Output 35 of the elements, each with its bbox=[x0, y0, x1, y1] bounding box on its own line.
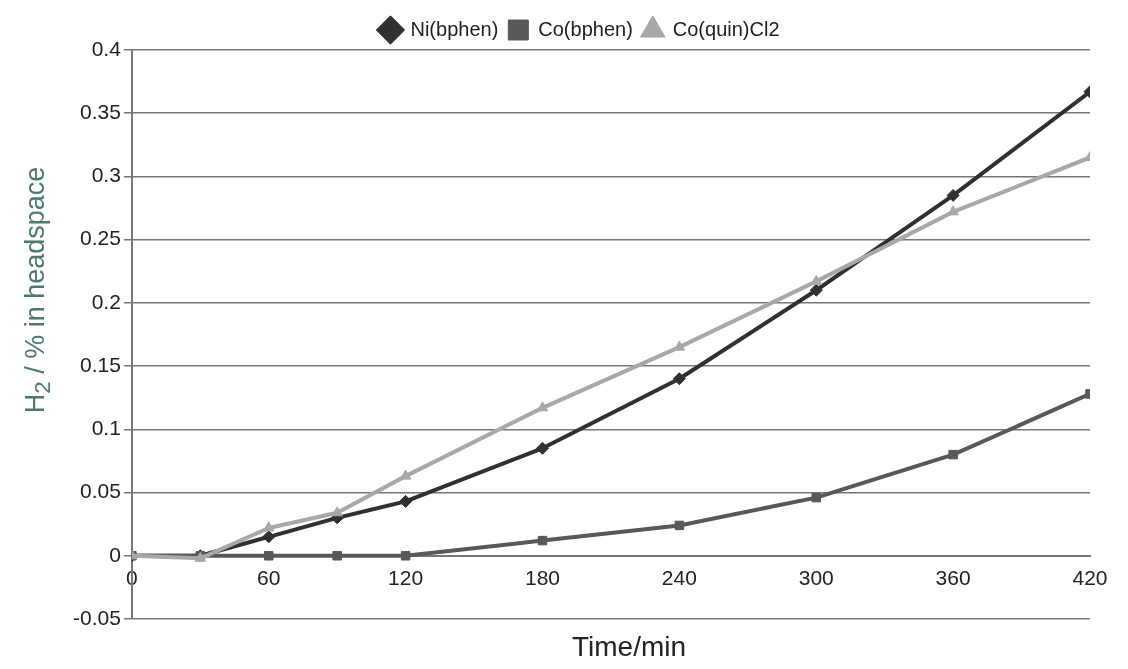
y-tick-label: 0.2 bbox=[91, 289, 121, 313]
point bbox=[262, 530, 276, 544]
legend-label: Co(quin)Cl2 bbox=[672, 17, 780, 40]
y-tick-label: 0.25 bbox=[79, 226, 121, 250]
legend-label: Co(bphen) bbox=[538, 17, 633, 40]
x-tick-label: 240 bbox=[661, 566, 697, 590]
y-tick-label: 0.4 bbox=[91, 36, 122, 60]
x-tick-label: 120 bbox=[388, 566, 424, 590]
point bbox=[400, 551, 411, 561]
x-axis-title: Time/min bbox=[570, 631, 688, 663]
x-tick-label: 360 bbox=[935, 566, 971, 590]
y-tick-label: -0.05 bbox=[72, 605, 121, 629]
point bbox=[672, 372, 686, 386]
point bbox=[537, 535, 548, 546]
y-tick-label: 0 bbox=[109, 542, 121, 566]
point bbox=[535, 441, 549, 455]
x-tick-label: 300 bbox=[798, 566, 834, 590]
x-tick-label: 420 bbox=[1072, 566, 1108, 590]
point bbox=[809, 283, 823, 297]
point bbox=[332, 551, 342, 561]
point bbox=[946, 188, 960, 202]
y-tick-label: 0.3 bbox=[91, 163, 121, 187]
point bbox=[811, 492, 821, 503]
y-tick-label: 0.35 bbox=[79, 100, 121, 124]
point bbox=[674, 520, 685, 531]
point bbox=[948, 449, 958, 460]
point bbox=[399, 494, 413, 508]
x-tick-label: 60 bbox=[257, 566, 281, 590]
y-tick-label: 0.1 bbox=[91, 416, 121, 440]
legend-label: Ni(bphen) bbox=[410, 17, 499, 40]
y-tick-label: 0.15 bbox=[79, 352, 121, 376]
point bbox=[331, 506, 343, 517]
y-tick-label: 0.05 bbox=[79, 479, 121, 503]
x-tick-label: 180 bbox=[524, 566, 561, 590]
point bbox=[264, 551, 274, 561]
